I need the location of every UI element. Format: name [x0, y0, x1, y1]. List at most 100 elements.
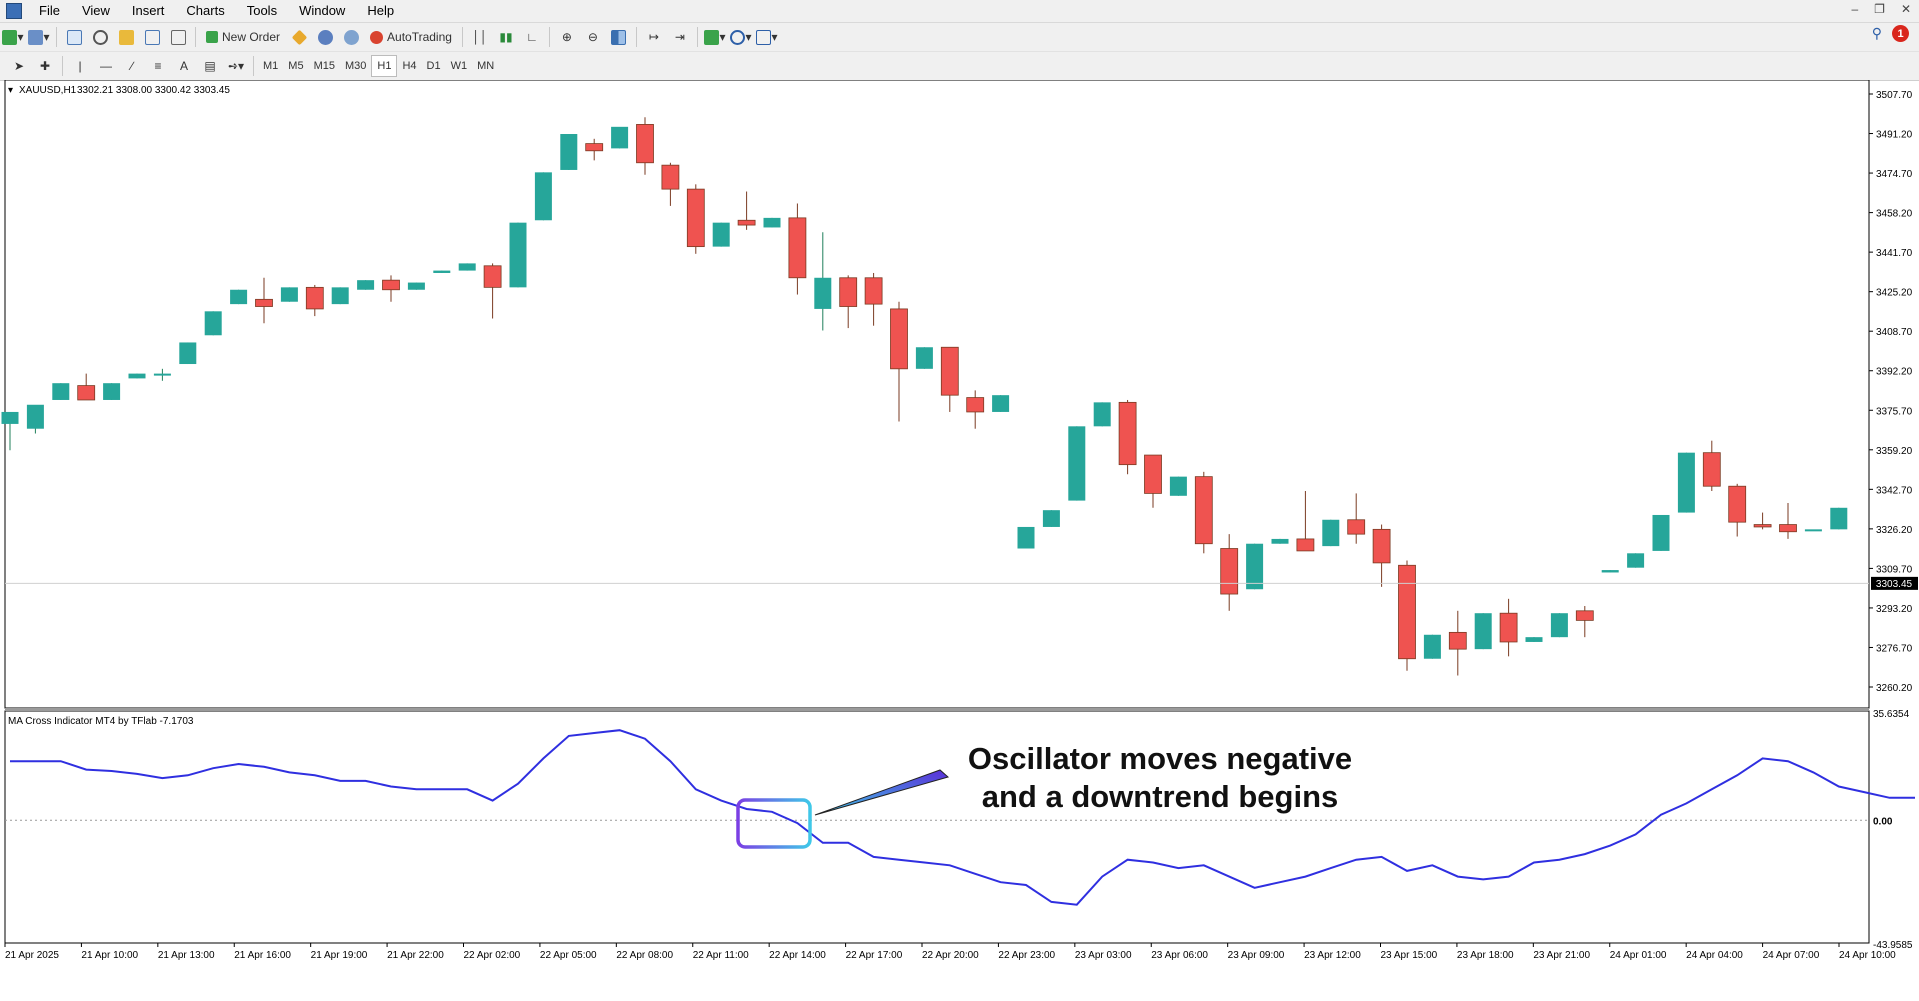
menu-insert[interactable]: Insert [131, 3, 165, 18]
time-axis-label: 22 Apr 08:00 [616, 950, 673, 961]
menu-help[interactable]: Help [367, 3, 395, 18]
bull-candle [534, 172, 552, 221]
current-price-label: 3303.45 [1876, 579, 1913, 590]
annotation-arrow [814, 769, 950, 816]
shapes-button[interactable]: ➺▾ [227, 59, 245, 73]
chart-canvas[interactable]: 3507.70 3491.20 3474.70 3458.20 3441.70 3425.… [0, 79, 1919, 996]
bull-candle [1652, 514, 1670, 551]
annotation-text: Oscillator moves negative and a downtren… [910, 740, 1410, 816]
text-label-icon[interactable]: ▤ [204, 59, 216, 73]
bear-candle [1144, 454, 1162, 494]
navigator-icon[interactable] [89, 26, 111, 48]
bull-candle [1525, 637, 1543, 642]
text-icon[interactable]: A [179, 59, 188, 73]
oscillator-axis-bottom: -43.9585 [1873, 940, 1913, 951]
notification-badge[interactable]: 1 [1892, 25, 1909, 42]
cursor-icon[interactable]: ➤ [13, 59, 25, 73]
price-axis-label: 3425.20 [1876, 288, 1913, 299]
timeframe-m15[interactable]: M15 [313, 60, 335, 72]
data-window-icon[interactable] [115, 26, 137, 48]
time-axis-label: 24 Apr 10:00 [1839, 950, 1896, 961]
time-axis-label: 22 Apr 17:00 [846, 950, 903, 961]
restore-icon[interactable]: ❐ [1874, 2, 1885, 16]
bull-candle [153, 373, 171, 376]
timeframe-m1[interactable]: M1 [263, 60, 279, 72]
bear-candle [382, 279, 400, 291]
autotrading-label: AutoTrading [387, 30, 452, 44]
bear-candle [1220, 548, 1239, 595]
signals-icon[interactable] [314, 26, 336, 48]
bull-candle [814, 277, 832, 309]
menu-tools[interactable]: Tools [246, 3, 278, 18]
indicators-button[interactable]: ▾ [704, 26, 726, 48]
menu-view[interactable]: View [81, 3, 110, 18]
time-axis-label: 24 Apr 07:00 [1763, 950, 1820, 961]
new-order-button[interactable]: New Order [202, 26, 284, 48]
bull-candle [992, 395, 1010, 412]
price-axis-label: 3342.70 [1876, 485, 1913, 496]
time-axis: 21 Apr 2025 21 Apr 10:00 21 Apr 13:00 21 Ap… [4, 943, 1896, 961]
search-icon[interactable]: ⚲ [1871, 25, 1882, 41]
chart-dropdown-icon[interactable]: ▾ [8, 85, 13, 96]
bear-candle [839, 277, 858, 307]
timeframe-mn[interactable]: MN [477, 60, 495, 72]
new-chart-button[interactable]: ▾ [2, 26, 24, 48]
timeframe-d1[interactable]: D1 [426, 60, 441, 72]
bear-candle [1372, 528, 1391, 564]
strategy-tester-icon[interactable] [167, 26, 189, 48]
bull-candle [1830, 507, 1848, 530]
menu-window[interactable]: Window [299, 3, 346, 18]
terminal-icon[interactable] [141, 26, 163, 48]
time-axis-label: 22 Apr 23:00 [998, 950, 1055, 961]
menu-file[interactable]: File [39, 3, 60, 18]
bull-candle [1423, 634, 1441, 659]
chart-window[interactable]: 3507.70 3491.20 3474.70 3458.20 3441.70 3425.… [0, 79, 1919, 996]
minimize-icon[interactable]: – [1851, 2, 1859, 16]
bar-chart-icon[interactable]: ││ [472, 30, 488, 44]
trendline-icon[interactable]: ∕ [130, 59, 133, 73]
zoom-in-icon[interactable]: ⊕ [561, 30, 572, 44]
close-icon[interactable]: ✕ [1900, 2, 1911, 16]
metaeditor-icon[interactable] [288, 26, 310, 48]
timeframe-m30[interactable]: M30 [344, 60, 367, 72]
bear-candle [1296, 538, 1315, 552]
timeframe-w1[interactable]: W1 [450, 60, 468, 72]
timeframe-h1[interactable]: H1 [371, 55, 398, 77]
price-axis-label: 3458.20 [1876, 209, 1913, 220]
bull-candle [1246, 543, 1264, 590]
market-watch-icon[interactable] [63, 26, 85, 48]
time-axis-label: 24 Apr 04:00 [1686, 950, 1743, 961]
oscillator-line [10, 729, 1915, 906]
bull-candle [915, 347, 933, 369]
candlestick-icon[interactable]: ▮▮ [499, 30, 513, 44]
chart-shift-icon[interactable]: ↦ [648, 30, 659, 44]
drawing-toolbar: ➤ ✚ | — ∕ ≡ A ▤ ➺▾ M1 M5 M15 M30 H1 H4 D… [0, 52, 1919, 81]
templates-button[interactable]: ▾ [756, 26, 778, 48]
menu-charts[interactable]: Charts [186, 3, 225, 18]
channel-icon[interactable]: ≡ [154, 59, 162, 73]
price-axis: 3507.70 3491.20 3474.70 3458.20 3441.70 3425.… [1869, 90, 1913, 694]
bear-candle [1728, 485, 1747, 523]
timeframe-m5[interactable]: M5 [288, 60, 304, 72]
crosshair-icon[interactable]: ✚ [39, 59, 51, 73]
time-axis-label: 22 Apr 05:00 [540, 950, 597, 961]
horizontal-line-icon[interactable]: — [100, 59, 112, 73]
vertical-line-icon[interactable]: | [78, 59, 82, 73]
auto-scroll-icon[interactable]: ⇥ [674, 30, 685, 44]
bear-candle [1779, 524, 1797, 533]
autotrading-button[interactable]: AutoTrading [366, 26, 456, 48]
profiles-button[interactable]: ▾ [28, 26, 50, 48]
market-icon[interactable] [340, 26, 362, 48]
indicator-pane [4, 710, 1870, 944]
zoom-out-icon[interactable]: ⊖ [587, 30, 598, 44]
line-chart-icon[interactable]: ∟ [526, 30, 538, 44]
tile-windows-icon[interactable] [608, 26, 630, 48]
toolbar-separator [635, 27, 637, 47]
timeframe-h4[interactable]: H4 [402, 60, 417, 72]
bull-candle [1271, 538, 1289, 544]
bull-candle [1068, 426, 1086, 501]
bull-candle [433, 270, 451, 273]
toolbar-separator [696, 27, 698, 47]
bull-candle [1042, 510, 1060, 527]
periods-button[interactable]: ▾ [730, 26, 752, 48]
